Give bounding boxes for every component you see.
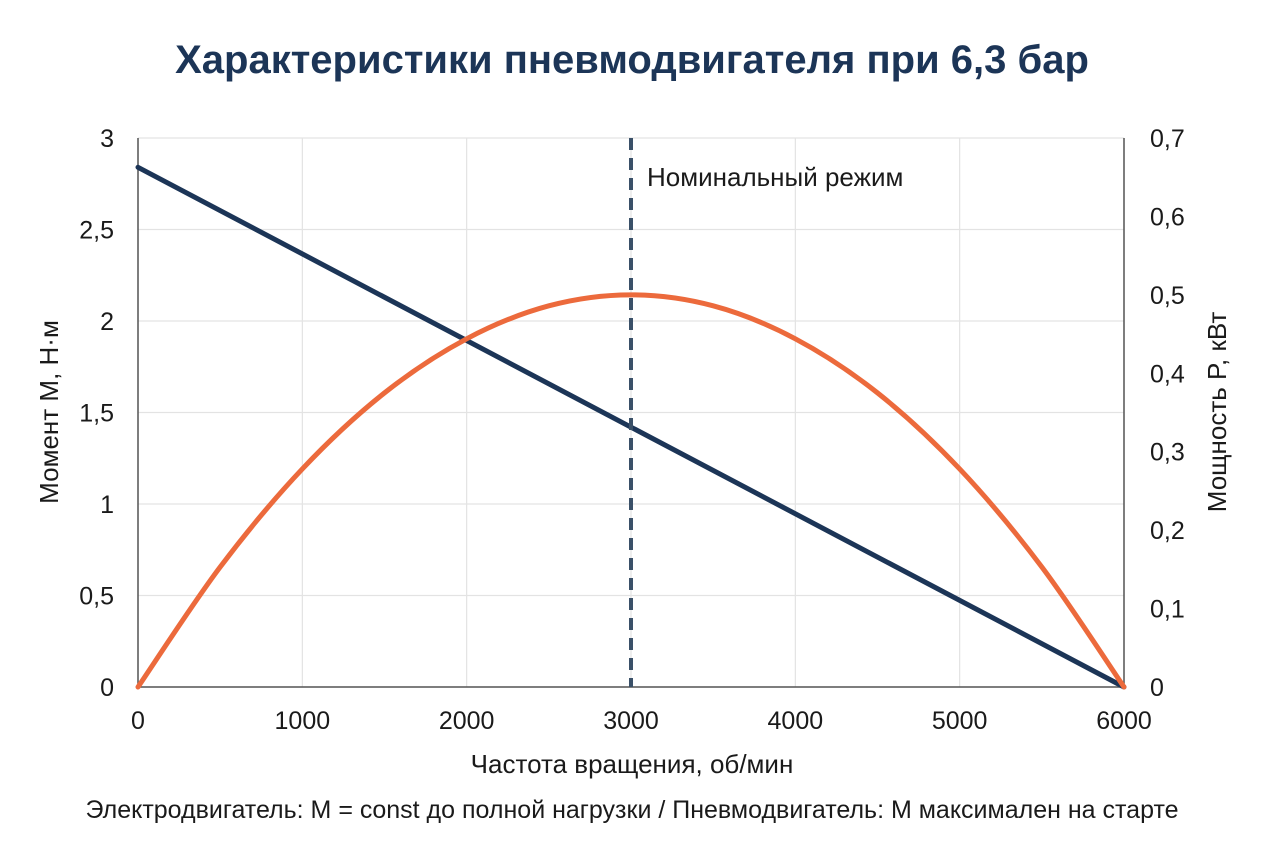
x-tick-label: 6000 xyxy=(1096,707,1152,735)
y-right-tick-label: 0,7 xyxy=(1150,125,1185,153)
x-tick-label: 1000 xyxy=(275,707,331,735)
y-right-tick-label: 0 xyxy=(1150,674,1164,702)
chart-title: Характеристики пневмодвигателя при 6,3 б… xyxy=(175,38,1089,82)
y-left-tick-label: 3 xyxy=(100,125,114,153)
y-axis-left-label: Момент M, Н·м xyxy=(34,320,64,504)
x-axis-label: Частота вращения, об/мин xyxy=(471,749,794,779)
y-right-tick-label: 0,2 xyxy=(1150,517,1185,545)
y-right-tick-label: 0,3 xyxy=(1150,439,1185,467)
y-right-tick-label: 0,1 xyxy=(1150,596,1185,624)
x-tick-label: 5000 xyxy=(932,707,988,735)
x-tick-label: 3000 xyxy=(603,707,659,735)
y-right-tick-label: 0,5 xyxy=(1150,282,1185,310)
annotation-layer: Номинальный режим xyxy=(629,138,903,687)
y-left-tick-label: 2,5 xyxy=(79,217,114,245)
y-left-tick-label: 1,5 xyxy=(79,400,114,428)
y-left-tick-label: 2 xyxy=(100,308,114,336)
x-tick-label: 0 xyxy=(131,707,145,735)
y-axis-right-label: Мощность P, кВт xyxy=(1202,312,1232,513)
y-left-tick-label: 0 xyxy=(100,674,114,702)
y-left-tick-label: 0,5 xyxy=(79,583,114,611)
ticks-layer: 0 1000 2000 3000 4000 5000 6000 0 0,5 1 1,5 2 2,5 3 0 0… xyxy=(79,125,1185,735)
x-tick-label: 4000 xyxy=(768,707,824,735)
y-left-tick-label: 1 xyxy=(100,491,114,519)
nominal-mode-label: Номинальный режим xyxy=(647,162,903,192)
y-right-tick-label: 0,6 xyxy=(1150,203,1185,231)
y-right-tick-label: 0,4 xyxy=(1150,360,1185,388)
footnote: Электродвигатель: M = const до полной на… xyxy=(85,796,1179,824)
x-tick-label: 2000 xyxy=(439,707,495,735)
power-curve-line xyxy=(135,292,1127,690)
